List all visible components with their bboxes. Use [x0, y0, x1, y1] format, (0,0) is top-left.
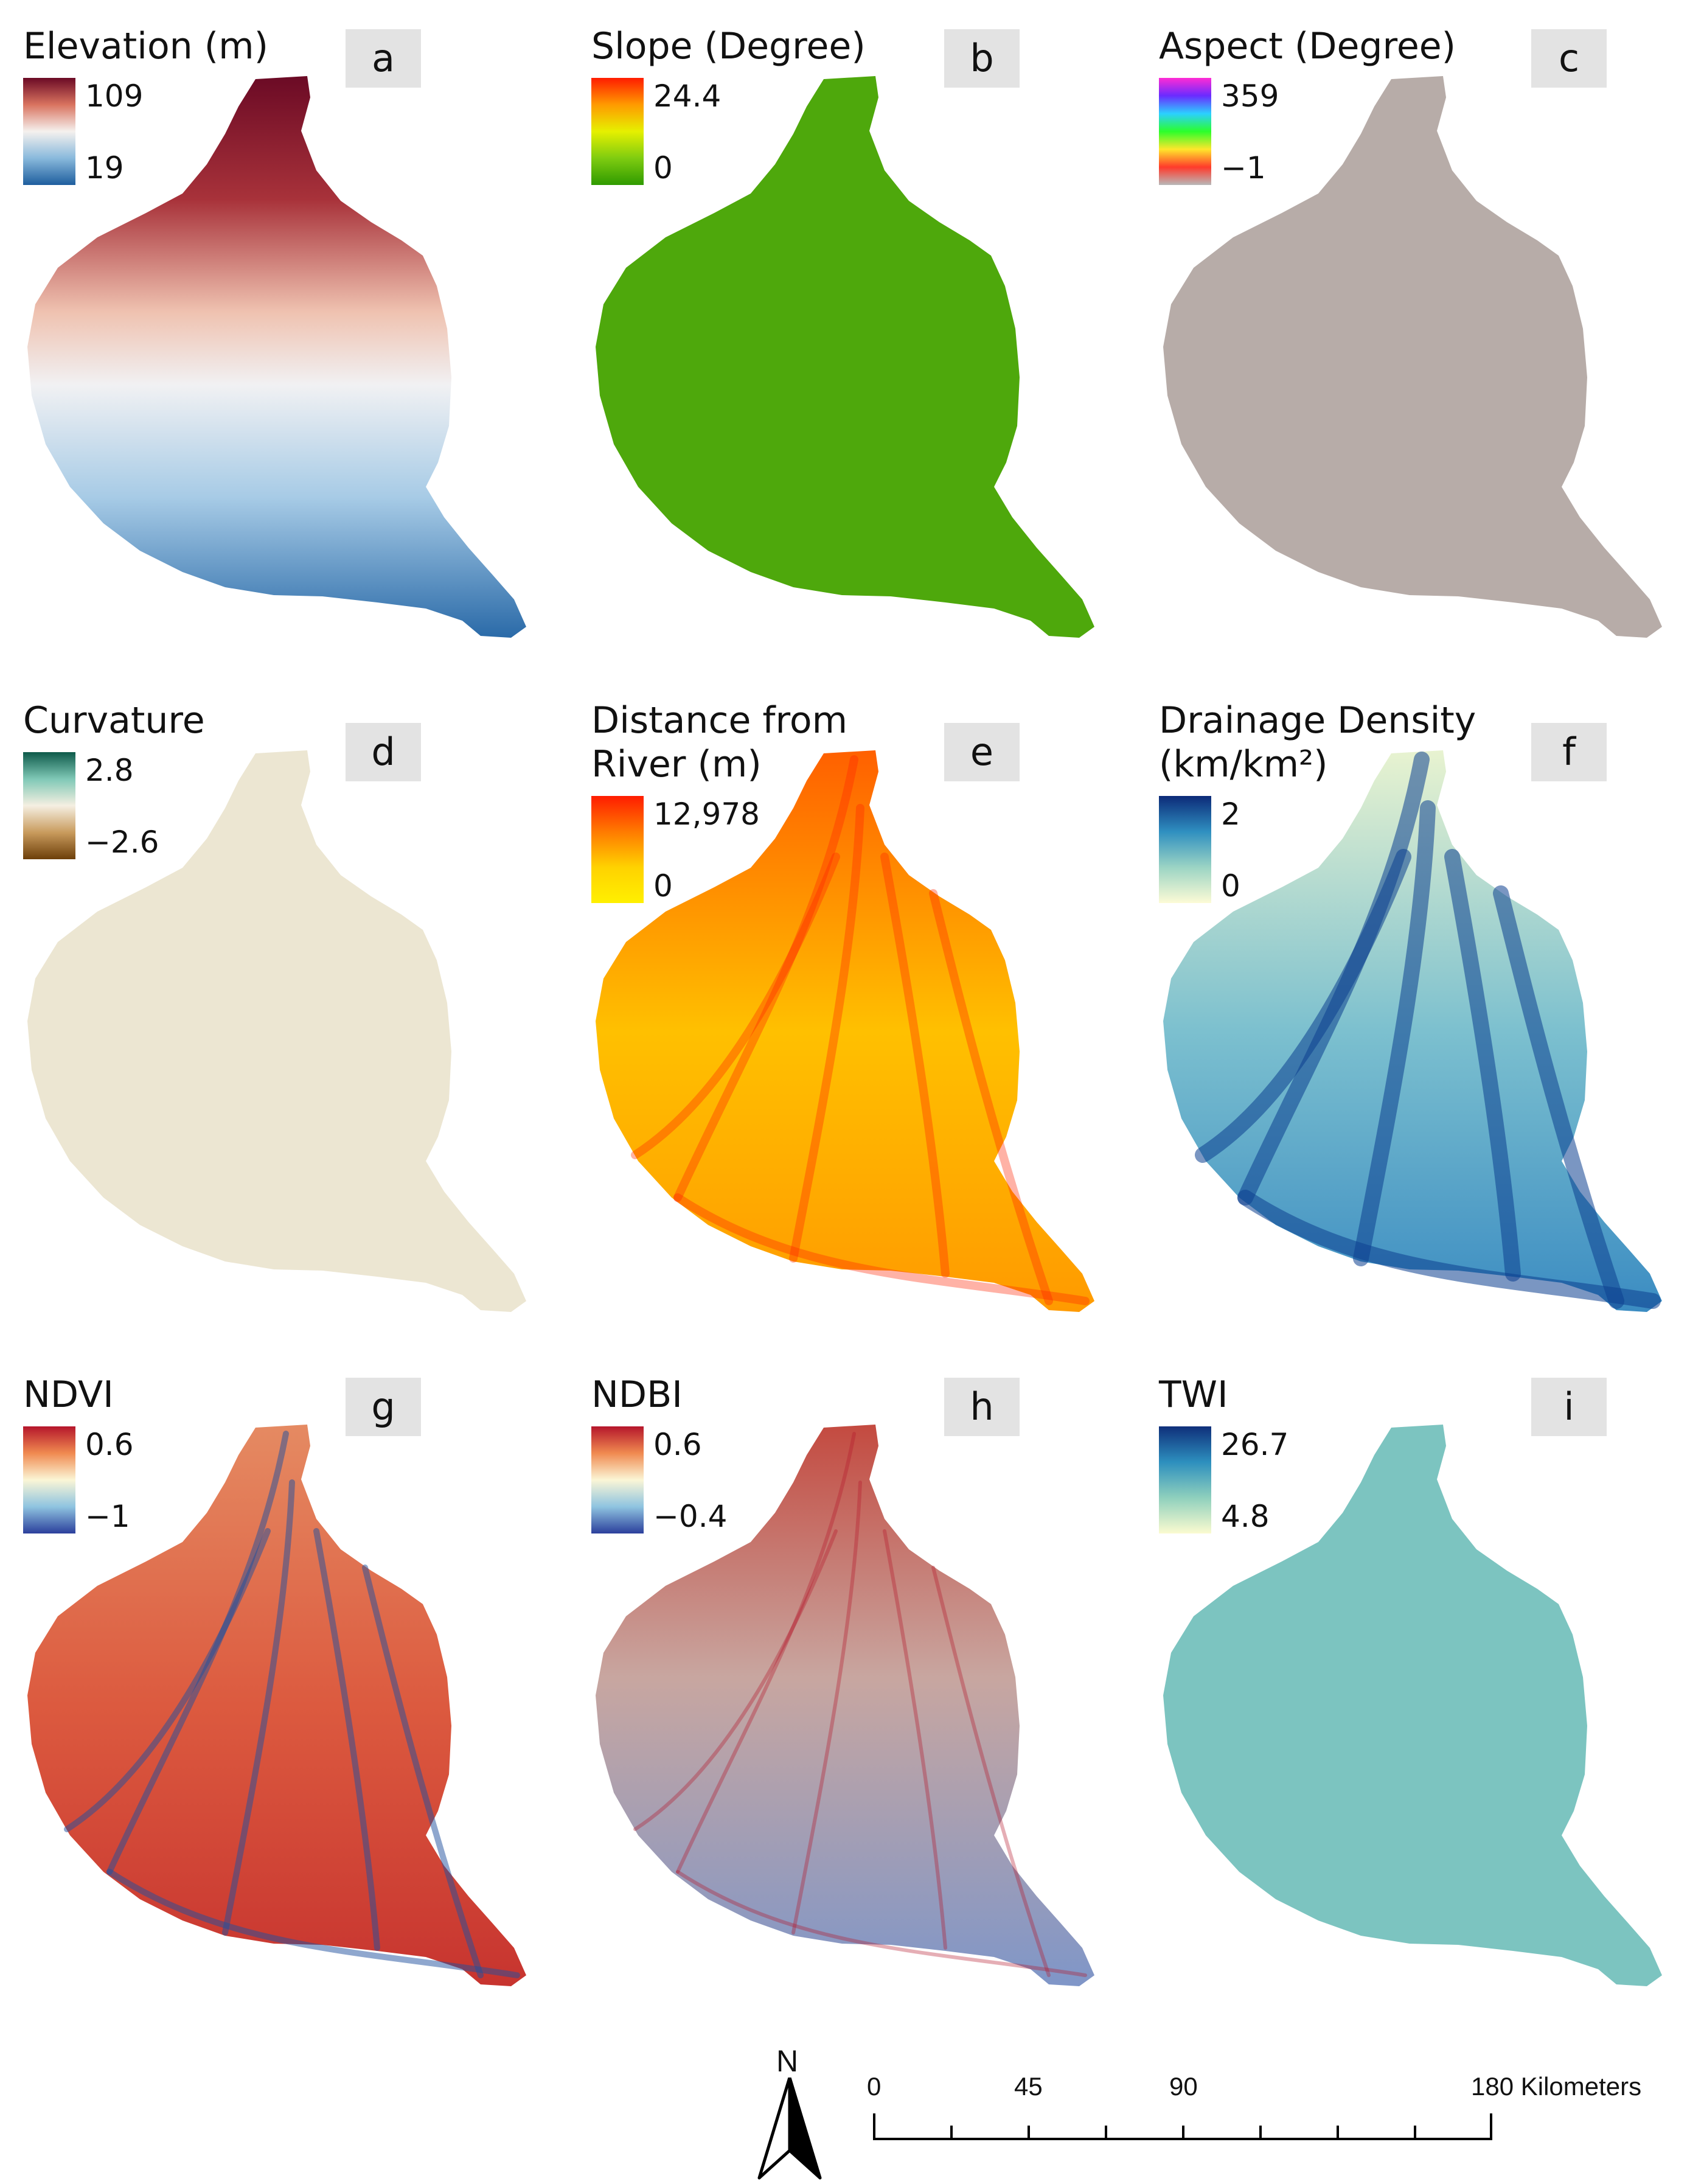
legend-min-value: −1: [85, 1499, 130, 1534]
legend-color-ramp: [23, 78, 75, 185]
panel-letter-label: b: [944, 29, 1020, 88]
map-panel-e: Distance from River (m) e 12,978 0: [568, 674, 1136, 1331]
north-arrow-label: N: [776, 2044, 799, 2078]
legend-min-value: 0: [1221, 868, 1240, 904]
map-panel-b: Slope (Degree) b 24.4 0: [568, 0, 1136, 657]
panel-title: Elevation (m): [23, 25, 269, 68]
catchment-area: [596, 750, 1094, 1312]
legend-max-value: 0.6: [653, 1427, 702, 1462]
river-line: [1353, 800, 1436, 1266]
map-panel-d: Curvature d 2.8 −2.6: [0, 674, 568, 1331]
river-line: [791, 1481, 862, 1935]
legend-max-value: 2: [1221, 797, 1240, 832]
panel-letter-label: a: [346, 29, 421, 88]
legend-color-ramp: [23, 752, 75, 859]
legend-min-value: 0: [653, 868, 673, 904]
legend-color-ramp: [23, 1426, 75, 1533]
river-line: [64, 1528, 271, 1832]
map-panel-a: Elevation (m) a 109 19: [0, 0, 568, 657]
panel-title: NDBI: [591, 1373, 683, 1416]
map-panel-f: Drainage Density (km/km²) f 2 0: [1136, 674, 1704, 1331]
river-line: [1493, 885, 1624, 1309]
scale-bar: 0 45 90 180 Kilometers: [864, 2066, 1691, 2157]
legend-max-value: 359: [1221, 78, 1279, 114]
panel-letter-label: d: [346, 723, 421, 781]
river-line: [789, 804, 864, 1263]
river-line: [673, 1193, 1090, 1305]
map-panel-i: TWI i 26.7 4.8: [1136, 1348, 1704, 2006]
legend-color-ramp: [1159, 78, 1211, 185]
map-panel-g: NDVI g 0.6 −1: [0, 1348, 568, 2006]
north-arrow-icon: [757, 2078, 822, 2180]
legend-max-value: 26.7: [1221, 1427, 1289, 1462]
legend-min-value: 19: [85, 150, 124, 186]
panel-letter-label: c: [1531, 29, 1607, 88]
legend-color-ramp: [1159, 1426, 1211, 1533]
panel-title: TWI: [1159, 1373, 1228, 1416]
legend-max-value: 12,978: [653, 797, 760, 832]
river-line: [362, 1565, 484, 1978]
river-line: [222, 1479, 295, 1936]
legend-color-ramp: [1159, 796, 1211, 903]
river-line: [883, 1529, 947, 1950]
map-panel-h: NDBI h 0.6 −0.4: [568, 1348, 1136, 2006]
panel-letter-label: g: [346, 1378, 421, 1436]
map-panel-c: Aspect (Degree) c 359 −1: [1136, 0, 1704, 657]
river-line: [880, 853, 950, 1278]
panel-title: Curvature: [23, 699, 205, 742]
river-line: [106, 1431, 289, 1875]
panel-title: Slope (Degree): [591, 25, 866, 68]
river-line: [1237, 752, 1430, 1205]
legend-max-value: 24.4: [653, 78, 722, 114]
panel-title: Aspect (Degree): [1159, 25, 1456, 68]
panel-title: Drainage Density (km/km²): [1159, 699, 1476, 786]
panel-letter-label: e: [944, 723, 1020, 781]
panel-title: Distance from River (m): [591, 699, 848, 786]
river-line: [931, 1566, 1051, 1977]
legend-min-value: −0.4: [653, 1499, 728, 1534]
legend-color-ramp: [591, 1426, 644, 1533]
river-line: [1444, 849, 1521, 1282]
scale-bar-graphic: [873, 2113, 1492, 2140]
river-line: [106, 1869, 520, 1978]
scale-end-label: 180 Kilometers: [1471, 2072, 1642, 2101]
north-arrow: N: [753, 2043, 826, 2180]
legend-min-value: −2.6: [85, 825, 159, 860]
panel-letter-label: h: [944, 1378, 1020, 1436]
legend-color-ramp: [591, 78, 644, 185]
legend-max-value: 2.8: [85, 753, 134, 788]
legend-min-value: 4.8: [1221, 1499, 1270, 1534]
legend-max-value: 0.6: [85, 1427, 134, 1462]
panel-title: NDVI: [23, 1373, 114, 1416]
legend-color-ramp: [591, 796, 644, 903]
scale-tick-label: 90: [1169, 2072, 1198, 2101]
scale-tick-label: 0: [867, 2072, 882, 2101]
legend-min-value: −1: [1221, 150, 1266, 186]
scale-tick-label: 45: [1014, 2072, 1043, 2101]
river-line: [1237, 1190, 1661, 1309]
river-line: [676, 1870, 1087, 1977]
legend-max-value: 109: [85, 78, 144, 114]
catchment-area: [1163, 750, 1662, 1312]
river-line: [313, 1528, 380, 1951]
panel-letter-label: f: [1531, 723, 1607, 781]
river-line: [633, 1529, 838, 1831]
river-line: [929, 889, 1053, 1305]
legend-min-value: 0: [653, 150, 673, 186]
panel-letter-label: i: [1531, 1378, 1607, 1436]
